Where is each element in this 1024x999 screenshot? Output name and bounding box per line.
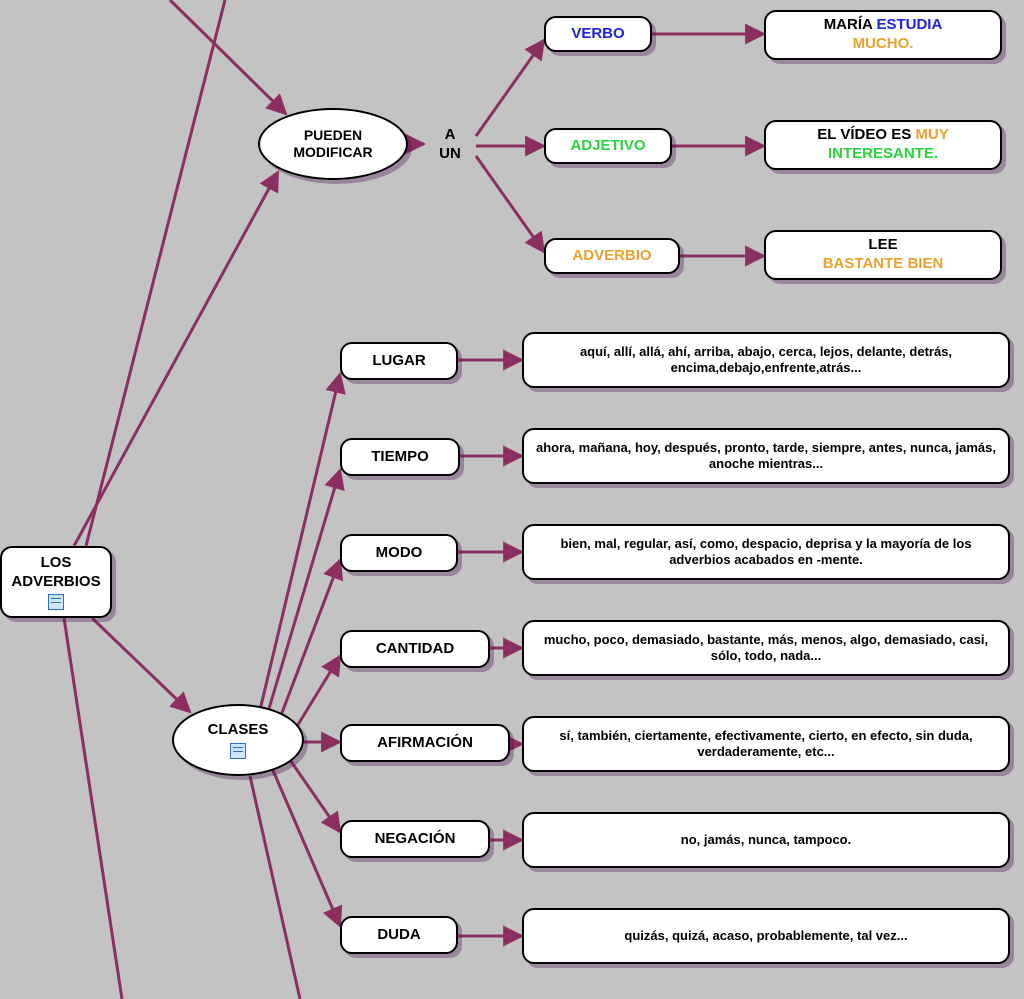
note-icon [48, 594, 64, 610]
node-negacion: NEGACIÓN [340, 820, 490, 858]
node-d_tiempo: ahora, mañana, hoy, después, pronto, tar… [522, 428, 1010, 484]
edge-root-pueden [74, 172, 278, 546]
edge-root-clases [92, 618, 190, 712]
edge-clases-cantidad [296, 656, 340, 728]
node-clases: CLASES [172, 704, 304, 776]
node-tiempo: TIEMPO [340, 438, 460, 476]
node-cantidad: CANTIDAD [340, 630, 490, 668]
node-ej_adj: EL VÍDEO ES MUYINTERESANTE. [764, 120, 1002, 170]
note-icon [230, 743, 246, 759]
node-d_modo: bien, mal, regular, así, como, despacio,… [522, 524, 1010, 580]
edge-clases-negacion [290, 760, 340, 832]
node-aun: A UN [422, 130, 478, 160]
node-d_duda: quizás, quizá, acaso, probablemente, tal… [522, 908, 1010, 964]
edge-clases-lugar [260, 374, 340, 710]
node-adverbio: ADVERBIO [544, 238, 680, 274]
edge-clases-duda [272, 768, 340, 926]
node-ej_verbo: MARÍA ESTUDIAMUCHO. [764, 10, 1002, 60]
edge-root-offscreen3 [64, 618, 122, 999]
node-d_neg: no, jamás, nunca, tampoco. [522, 812, 1010, 868]
node-d_lugar: aquí, allí, allá, ahí, arriba, abajo, ce… [522, 332, 1010, 388]
edge-clases-modo [280, 560, 340, 718]
node-modo: MODO [340, 534, 458, 572]
edge-offscreen2-pueden [170, 0, 286, 114]
node-pueden: PUEDEN MODIFICAR [258, 108, 408, 180]
node-afirmacion: AFIRMACIÓN [340, 724, 510, 762]
node-ej_adv: LEEBASTANTE BIEN [764, 230, 1002, 280]
edge-aun-adverbio [476, 156, 544, 252]
node-lugar: LUGAR [340, 342, 458, 380]
edge-clases-offscreen4 [250, 776, 300, 999]
node-root: LOS ADVERBIOS [0, 546, 112, 618]
edge-offscreen1-root [86, 0, 225, 546]
node-duda: DUDA [340, 916, 458, 954]
node-d_afirm: sí, también, ciertamente, efectivamente,… [522, 716, 1010, 772]
edge-clases-tiempo [268, 470, 340, 712]
node-verbo: VERBO [544, 16, 652, 52]
edge-aun-verbo [476, 40, 544, 136]
node-adjetivo: ADJETIVO [544, 128, 672, 164]
node-d_cantidad: mucho, poco, demasiado, bastante, más, m… [522, 620, 1010, 676]
